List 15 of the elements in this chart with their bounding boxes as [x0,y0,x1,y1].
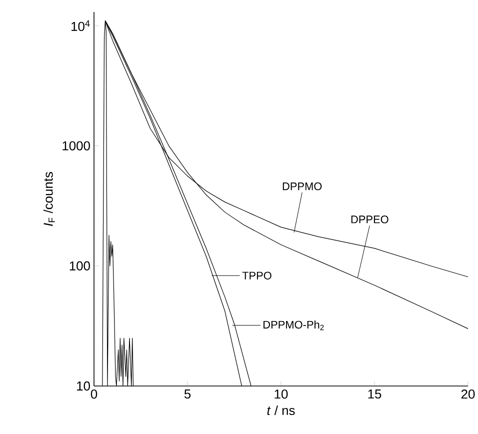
y-tick-label: 10$^{4}$ [72,20,90,32]
y-tick-label: 100 [70,261,90,270]
y-tick-label: 10 [77,381,90,391]
x-axis-title: t / ns [267,406,295,416]
annotation: DPPEO [351,216,388,224]
y-axis-title: I$_{F}$ /counts [43,172,55,226]
annotation: TPPO [242,272,272,280]
x-tick-label: 20 [461,390,475,399]
x-tick-label: 10 [274,390,288,399]
x-tick-label: 15 [368,390,382,399]
x-tick-label: 5 [184,390,191,399]
x-tick-label: 0 [90,390,98,399]
annotation: DPPMO [282,182,322,190]
annotation: DPPMO-Ph$_{2}$ [264,320,324,330]
y-tick-label: 1000 [62,141,90,150]
